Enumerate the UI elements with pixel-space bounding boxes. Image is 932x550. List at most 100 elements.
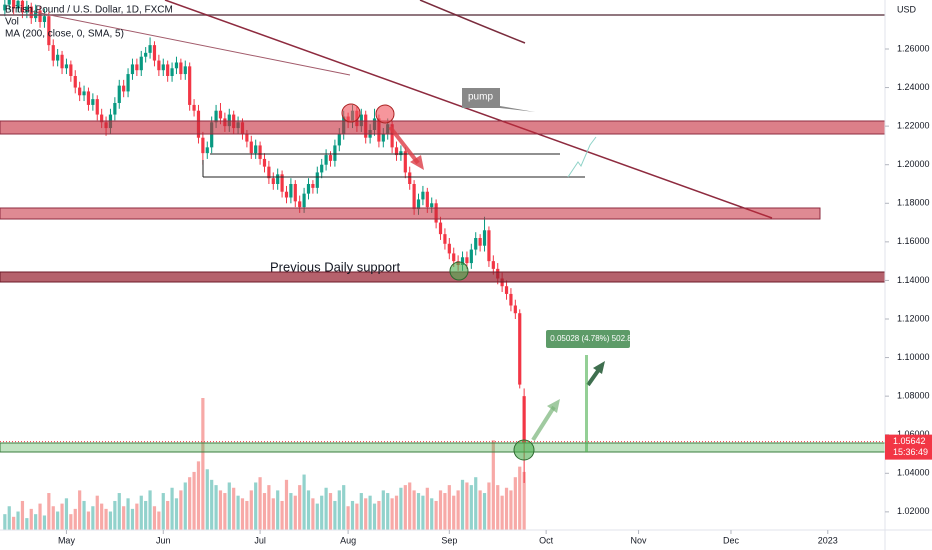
y-tick-label: 1.10000	[897, 352, 930, 362]
volume-bar	[254, 482, 258, 530]
volume-bar	[386, 493, 390, 530]
candle-body	[284, 191, 289, 198]
volume-bar	[148, 490, 152, 530]
candle-body	[421, 191, 425, 200]
volume-bar	[324, 487, 328, 530]
candle-body	[333, 145, 337, 161]
candle-body	[201, 137, 205, 154]
trend-line	[164, 0, 773, 219]
y-tick-label: 1.04000	[897, 468, 930, 478]
x-tick-label: Jun	[156, 535, 171, 545]
volume-bar	[311, 498, 315, 530]
volume-bar	[161, 493, 165, 530]
marker-circle	[341, 103, 361, 123]
candle-body	[315, 172, 319, 188]
volume-bar	[25, 518, 29, 530]
volume-bar	[245, 500, 249, 530]
volume-bar	[86, 511, 91, 530]
x-tick-label: Nov	[631, 535, 648, 545]
resistance-zone	[0, 120, 885, 135]
volume-bar	[205, 469, 209, 530]
candle-body	[135, 64, 139, 71]
volume-bar	[399, 487, 403, 530]
candle-body	[267, 166, 271, 179]
candle-body	[289, 183, 293, 198]
measure-label: 0.05028 (4.78%) 502.8	[550, 334, 632, 343]
y-tick-label: 1.02000	[897, 506, 930, 516]
volume-bar	[438, 490, 443, 530]
volume-bar	[430, 498, 434, 530]
volume-bar	[100, 503, 104, 530]
volume-bar	[394, 495, 399, 530]
countdown-label: 15:36:49	[893, 447, 928, 457]
volume-bar	[276, 490, 280, 530]
volume-bar	[509, 490, 513, 530]
y-tick-label: 1.14000	[897, 275, 930, 285]
volume-bar	[78, 490, 82, 530]
volume-bar	[12, 516, 16, 530]
volume-bar	[280, 500, 284, 530]
trend-line	[24, 9, 351, 76]
volume-bar	[293, 495, 297, 530]
volume-bar	[3, 514, 7, 530]
volume-bar	[518, 466, 522, 530]
candle-body	[320, 164, 324, 173]
volume-bar	[113, 500, 117, 530]
volume-bar	[16, 511, 20, 530]
y-tick-label: 1.16000	[897, 236, 930, 246]
last-price-label: 1.05642	[893, 436, 926, 446]
candle-body	[86, 91, 91, 105]
volume-bar	[434, 500, 438, 530]
volume-bar	[456, 490, 460, 530]
drawings	[0, 0, 885, 461]
candle-body	[324, 155, 328, 165]
volume-bar	[223, 493, 227, 530]
candle-body	[95, 99, 99, 115]
candle-body	[302, 193, 306, 208]
volume-bar	[179, 490, 183, 530]
candle-body	[218, 110, 223, 119]
candle-body	[51, 45, 55, 61]
candle-body	[139, 56, 143, 71]
candle-body	[161, 64, 165, 71]
candle-body	[38, 10, 42, 22]
candle-body	[416, 199, 421, 210]
volume-bar	[188, 477, 192, 530]
volume-bar	[302, 474, 306, 530]
candle-body	[166, 64, 170, 76]
volume-bar	[482, 493, 487, 530]
marker-circle	[449, 261, 469, 281]
volume-bar	[7, 506, 11, 530]
candle-body	[126, 74, 130, 92]
candle-body	[276, 174, 280, 184]
candle-body	[271, 178, 275, 184]
volume-bar	[504, 487, 509, 530]
volume-bar	[460, 479, 465, 530]
candle-body	[100, 114, 104, 123]
arrow-head	[547, 399, 560, 413]
candle-body	[412, 183, 416, 210]
y-tick-label: 1.12000	[897, 313, 930, 323]
candle-body	[16, 0, 20, 9]
candle-body	[245, 133, 249, 142]
volume-bar	[157, 511, 161, 530]
volume-bar	[126, 498, 130, 530]
volume-bar	[333, 500, 337, 530]
volume-bar	[500, 495, 504, 530]
candle-body	[258, 145, 262, 159]
candle-body	[293, 183, 297, 202]
candle-body	[518, 313, 522, 385]
candle-body	[188, 66, 192, 105]
volume-bar	[289, 493, 293, 530]
volume-bar	[359, 493, 363, 530]
candle-body	[443, 234, 447, 244]
candle-body	[408, 172, 412, 184]
candle-body	[328, 155, 333, 161]
ma-legend: MA (200, close, 0, SMA, 5)	[5, 29, 124, 40]
candle-body	[170, 68, 174, 76]
candle-body	[117, 85, 121, 103]
volume-bar	[328, 493, 333, 530]
volume-bar	[298, 485, 302, 530]
volume-bar	[196, 461, 201, 530]
